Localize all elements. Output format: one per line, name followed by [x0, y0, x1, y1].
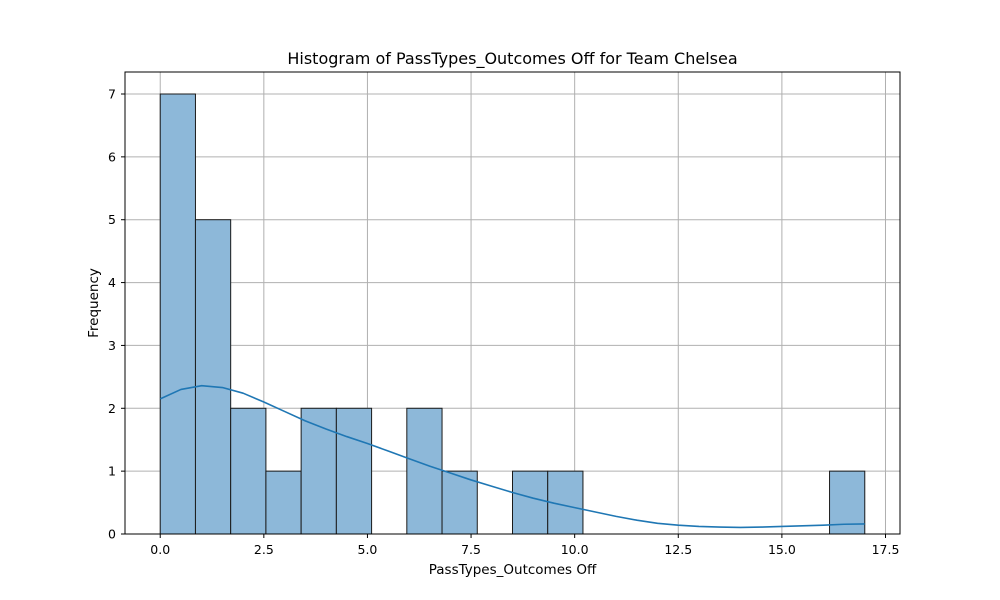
histogram-bar [300, 407, 337, 535]
y-tick-label: 3 [108, 338, 116, 353]
histogram-bar [230, 407, 267, 535]
x-tick-label: 0.0 [150, 542, 170, 557]
x-tick-label: 5.0 [358, 542, 378, 557]
y-tick-label: 2 [108, 401, 116, 416]
y-tick-label: 4 [108, 275, 116, 290]
x-tick-label: 12.5 [664, 542, 692, 557]
histogram-bar [406, 407, 443, 535]
chart-title: Histogram of PassTypes_Outcomes Off for … [287, 49, 737, 69]
x-tick-label: 7.5 [461, 542, 481, 557]
y-tick-label: 0 [108, 527, 116, 542]
x-axis-ticks: 0.0 2.5 5.0 7.5 10.0 12.5 15.0 17.5 [150, 534, 899, 557]
y-tick-label: 1 [108, 464, 116, 479]
x-tick-label: 2.5 [254, 542, 274, 557]
x-axis-label: PassTypes_Outcomes Off [429, 562, 597, 578]
histogram-bar [159, 93, 196, 535]
y-tick-label: 7 [108, 87, 116, 102]
histogram-bar [512, 470, 549, 535]
kde-line [159, 384, 865, 529]
histogram-bar [335, 407, 373, 535]
y-axis-label: Frequency [86, 268, 102, 338]
histogram-bar [265, 470, 302, 535]
x-tick-label: 17.5 [872, 542, 900, 557]
x-tick-label: 10.0 [561, 542, 589, 557]
y-tick-label: 6 [108, 149, 116, 164]
histogram-bars [159, 93, 866, 535]
kde-curve-group [159, 384, 865, 529]
histogram-bar [194, 219, 232, 535]
plot-frame [124, 71, 901, 535]
y-axis-ticks: 0 1 2 3 4 5 6 7 [108, 87, 125, 542]
x-tick-label: 15.0 [768, 542, 796, 557]
y-tick-label: 5 [108, 212, 116, 227]
